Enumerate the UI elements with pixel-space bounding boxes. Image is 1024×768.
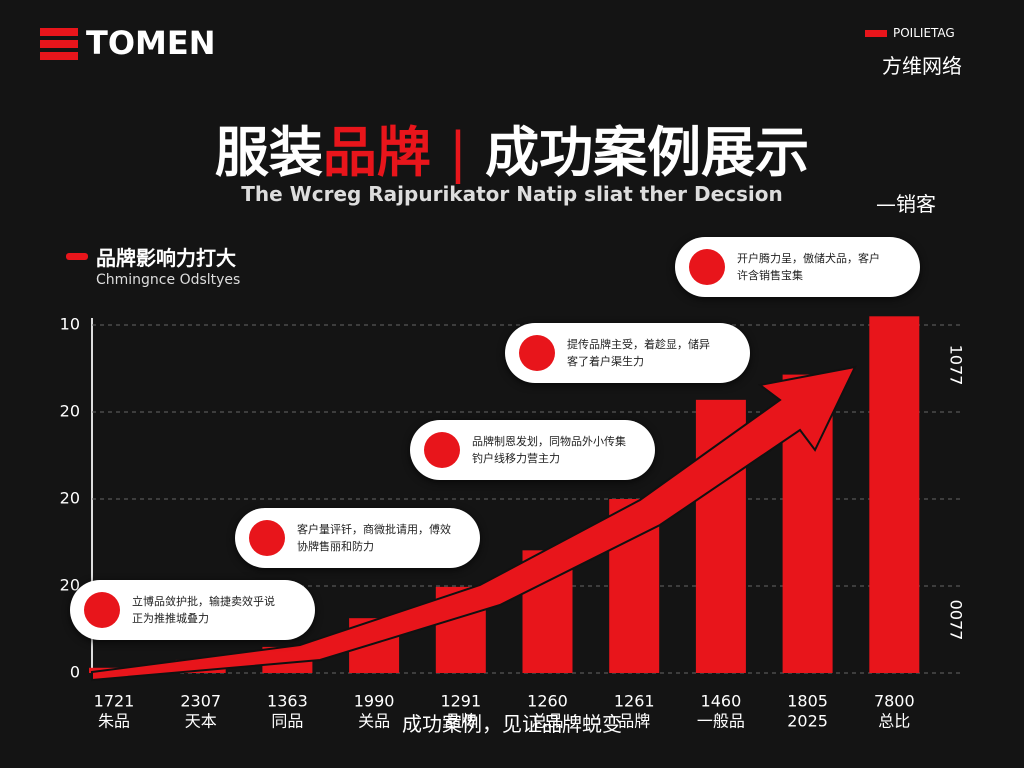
- callout-line: 客户量评钎，商微批请用，傅效: [297, 523, 451, 536]
- x-tick-label: 1460: [701, 692, 742, 711]
- callout-line: 许含销售宝集: [737, 269, 803, 282]
- callout-icon: [424, 432, 460, 468]
- side-note: —销客: [876, 192, 936, 216]
- title: 服装品牌 | 成功案例展示: [214, 121, 810, 184]
- x-tick-label: 1291: [440, 692, 481, 711]
- callout-line: 开户腾力呈，傲储犬品，客户: [737, 252, 880, 265]
- callout: 立博品敛护批，输捷卖效乎说 正为推推城叠力: [70, 580, 315, 640]
- x-tick-label: 1261: [614, 692, 655, 711]
- trend-arrow: [91, 365, 857, 682]
- callout-text: 客户量评钎，商微批请用，傅效 协牌售丽和防力: [297, 521, 451, 555]
- x-sublabel: 关品: [358, 712, 390, 731]
- x-sublabel: 2025: [787, 712, 828, 731]
- callout-text: 品牌制恩发划，同物品外小传集 钓户线移力营主力: [472, 433, 626, 467]
- x-sublabel: 总品: [531, 712, 563, 731]
- legend-subtitle: Chmingnce Odsltyes: [96, 272, 241, 288]
- callout: 提传品牌主受，着趁显，储异 客了着户渠生力: [505, 323, 750, 383]
- x-sublabel: 朱品: [98, 712, 130, 731]
- right-axis-label: 1077: [947, 345, 966, 386]
- x-tick-label: 1260: [527, 692, 568, 711]
- logo-bar: [40, 28, 78, 36]
- title-part: 品牌: [322, 121, 431, 184]
- callout-icon: [84, 592, 120, 628]
- callout-line: 协牌售丽和防力: [297, 540, 374, 553]
- tag-bar: [865, 30, 887, 37]
- x-tick-label: 1363: [267, 692, 308, 711]
- logo-bar: [40, 40, 78, 48]
- title-part: 成功案例展示: [485, 121, 810, 184]
- y-tick-label: 0: [70, 663, 80, 682]
- x-tick-label: 1805: [787, 692, 828, 711]
- x-sublabel: 品牌: [445, 712, 477, 731]
- callout-text: 立博品敛护批，输捷卖效乎说 正为推推城叠力: [132, 593, 275, 627]
- callout: 品牌制恩发划，同物品外小传集 钓户线移力营主力: [410, 420, 655, 480]
- y-tick-label: 10: [60, 315, 80, 334]
- callout-line: 提传品牌主受，着趁显，储异: [567, 338, 710, 351]
- callout-line: 钓户线移力营主力: [472, 452, 560, 465]
- callout: 客户量评钎，商微批请用，傅效 协牌售丽和防力: [235, 508, 480, 568]
- y-tick-label: 20: [60, 489, 80, 508]
- x-sublabel: 天本: [185, 712, 217, 731]
- legend-swatch: [66, 253, 88, 260]
- right-axis-label: 0077: [947, 600, 966, 641]
- callout-line: 品牌制恩发划，同物品外小传集: [472, 435, 626, 448]
- title-part: 服装: [214, 121, 323, 184]
- y-tick-label: 20: [60, 576, 80, 595]
- callout-line: 正为推推城叠力: [132, 612, 209, 625]
- logo-bar: [40, 52, 78, 60]
- x-sublabel: 一般品: [697, 712, 745, 731]
- x-tick-label: 7800: [874, 692, 915, 711]
- legend-title: 品牌影响力打大: [96, 246, 236, 270]
- callout-text: 提传品牌主受，着趁显，储异 客了着户渠生力: [567, 336, 710, 370]
- callout-icon: [249, 520, 285, 556]
- brand-tag: POILIETAG: [893, 26, 955, 40]
- logo: TOMEN: [86, 24, 216, 62]
- subtitle: The Wcreg Rajpurikator Natip sliat ther …: [241, 182, 783, 206]
- caption: 成功案例，见证品牌蜕变: [402, 712, 622, 736]
- bar: [869, 316, 920, 673]
- callout-line: 客了着户渠生力: [567, 355, 644, 368]
- callout-text: 开户腾力呈，傲储犬品，客户 许含销售宝集: [737, 250, 880, 284]
- x-sublabel: 品牌: [618, 712, 650, 731]
- y-tick-label: 20: [60, 402, 80, 421]
- x-sublabel: 同品: [271, 712, 303, 731]
- x-sublabel: 总比: [878, 712, 910, 731]
- x-tick-label: 1990: [354, 692, 395, 711]
- x-tick-label: 2307: [180, 692, 221, 711]
- callout-icon: [519, 335, 555, 371]
- x-tick-label: 1721: [94, 692, 135, 711]
- callout: 开户腾力呈，傲储犬品，客户 许含销售宝集: [675, 237, 920, 297]
- callout-icon: [689, 249, 725, 285]
- callout-line: 立博品敛护批，输捷卖效乎说: [132, 595, 275, 608]
- brand-name: 方维网络: [882, 54, 962, 78]
